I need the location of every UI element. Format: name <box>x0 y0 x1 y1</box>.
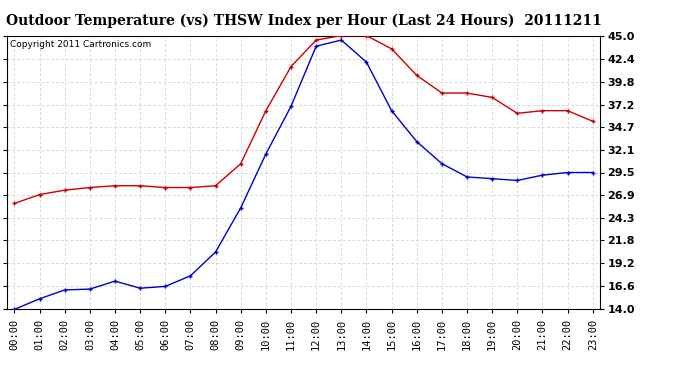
Text: Outdoor Temperature (vs) THSW Index per Hour (Last 24 Hours)  20111211: Outdoor Temperature (vs) THSW Index per … <box>6 13 602 27</box>
Text: Copyright 2011 Cartronics.com: Copyright 2011 Cartronics.com <box>10 40 151 49</box>
